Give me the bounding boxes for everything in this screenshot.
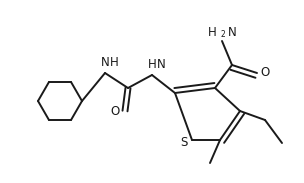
Text: N: N	[157, 59, 165, 72]
Text: 2: 2	[221, 30, 225, 39]
Text: O: O	[110, 104, 120, 117]
Text: N: N	[228, 25, 237, 38]
Text: H: H	[148, 59, 156, 72]
Text: O: O	[260, 66, 270, 79]
Text: N: N	[101, 57, 109, 70]
Text: S: S	[180, 135, 188, 148]
Text: H: H	[110, 57, 118, 70]
Text: H: H	[208, 25, 216, 38]
